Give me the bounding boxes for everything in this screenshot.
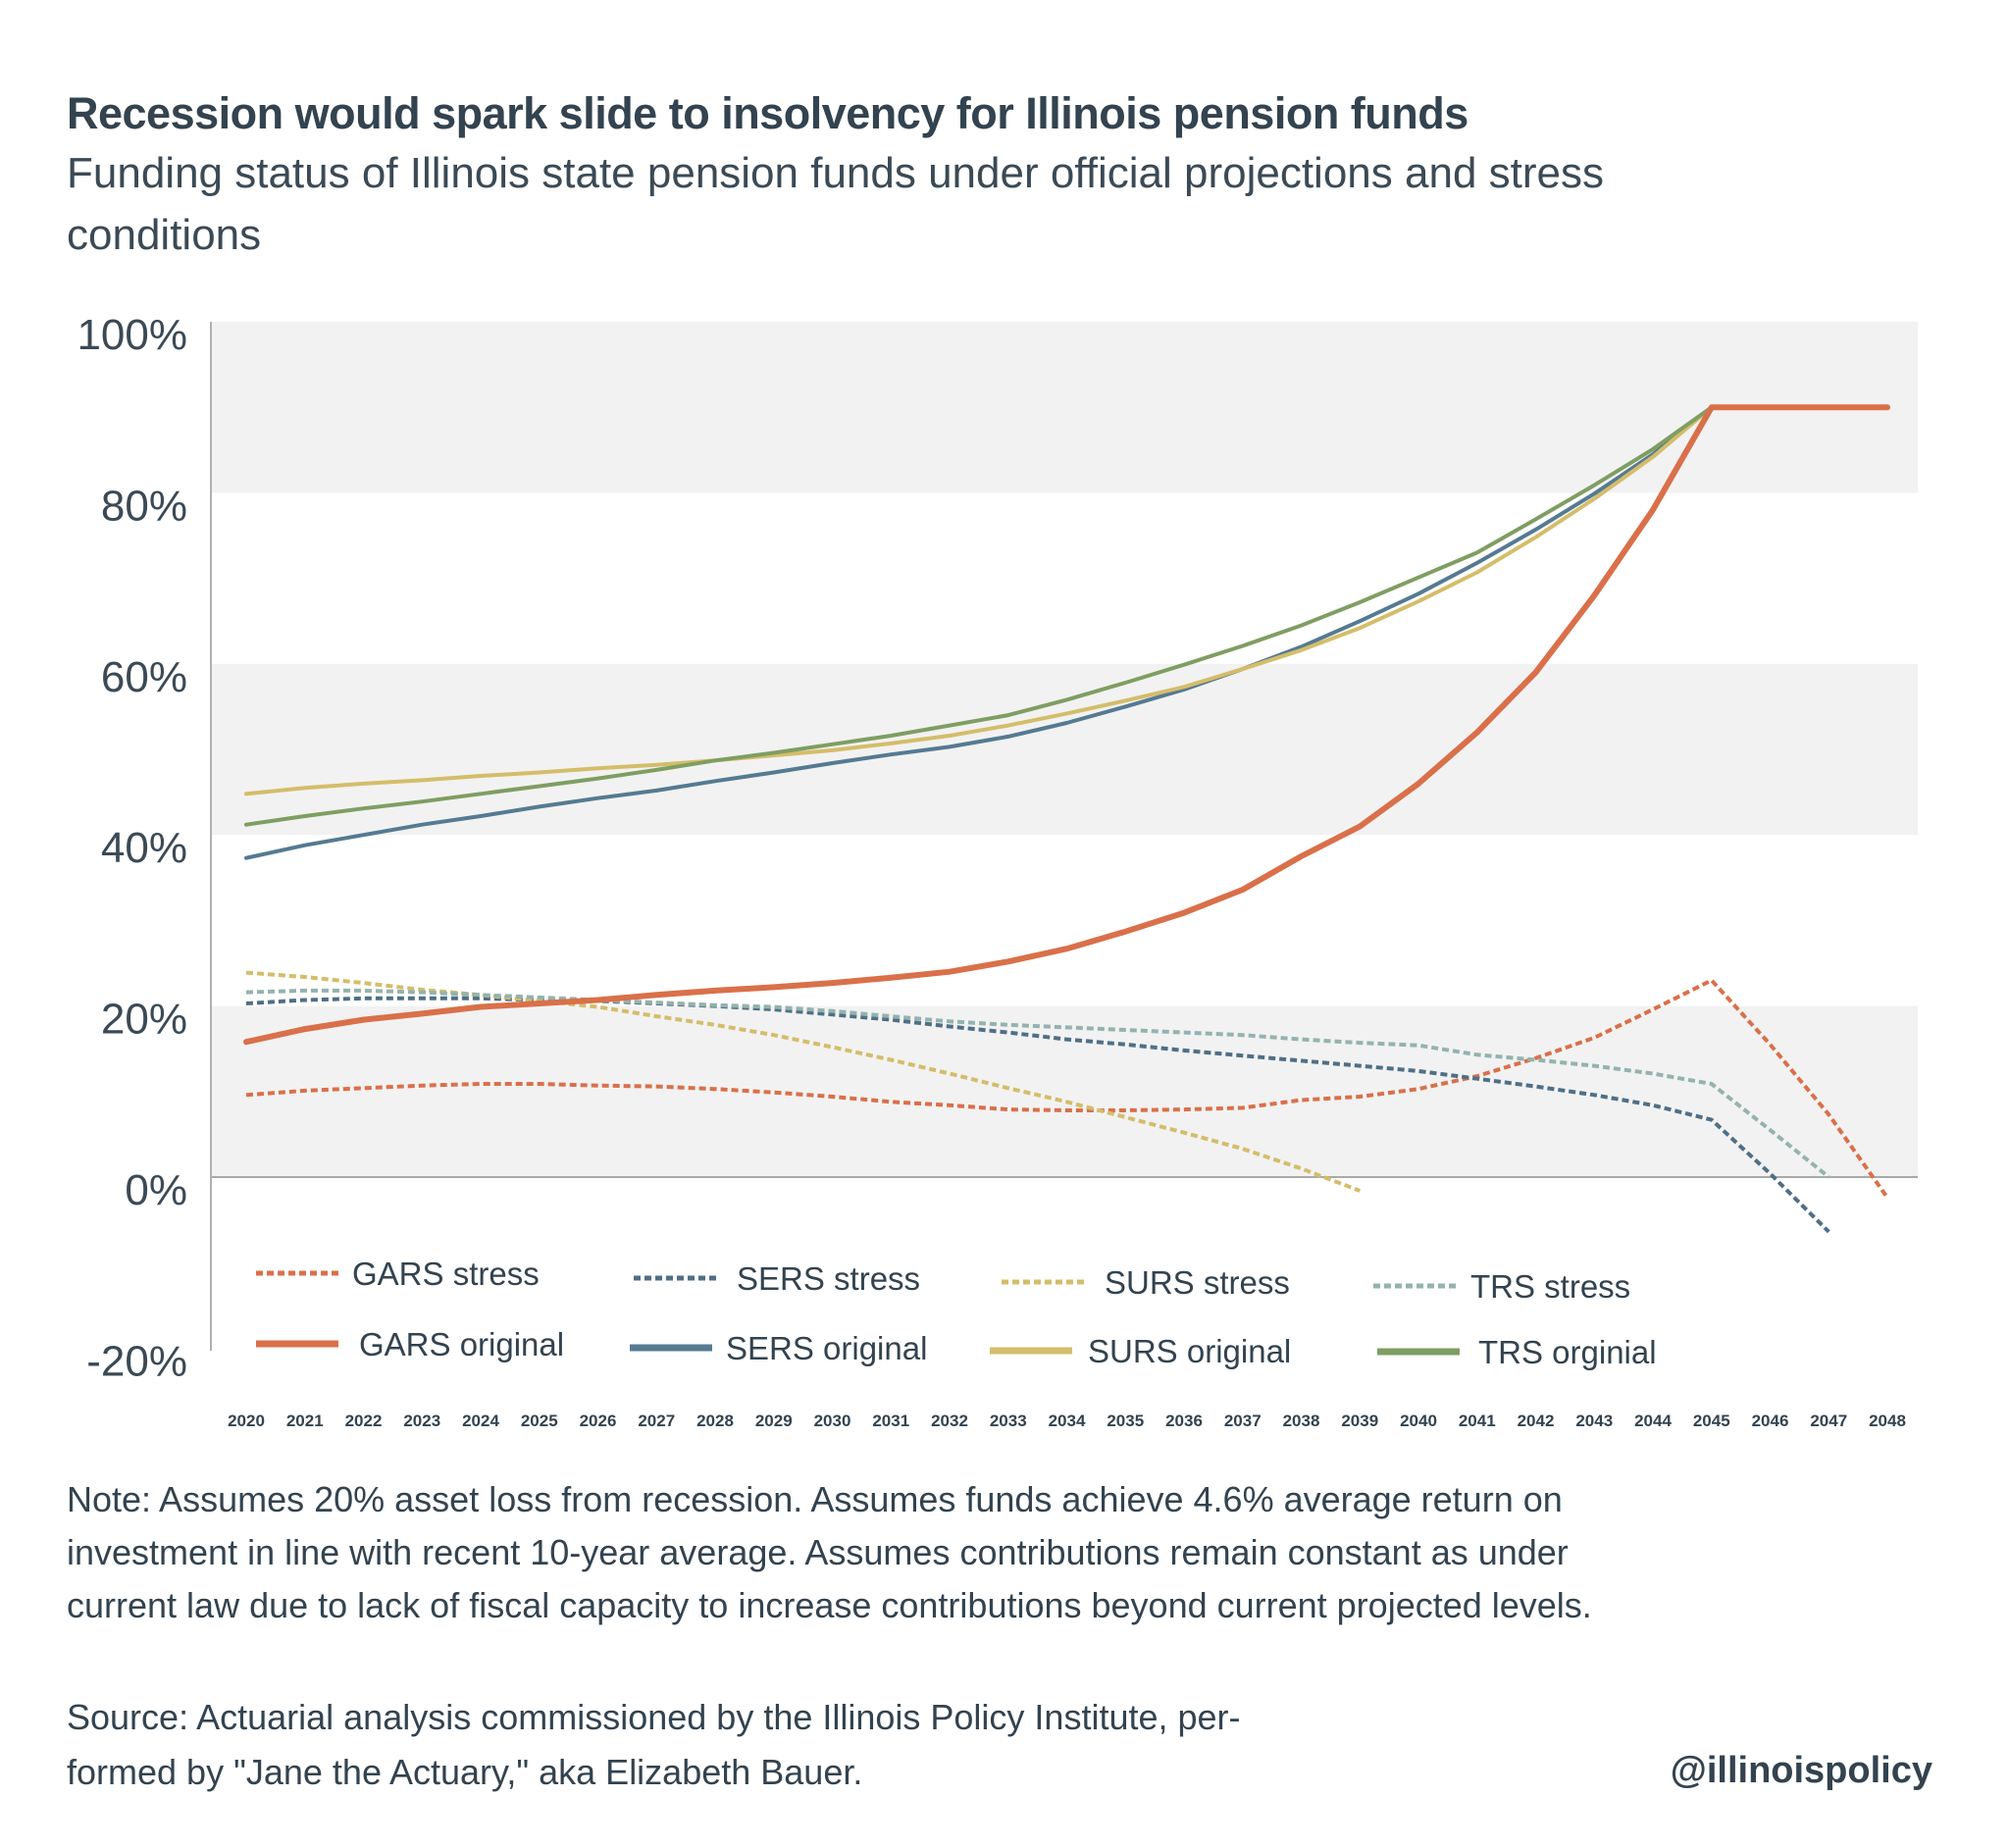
x-tick-label: 2020 (228, 1412, 265, 1430)
x-tick-label: 2029 (755, 1412, 793, 1430)
x-tick-label: 2031 (872, 1412, 909, 1430)
x-tick-label: 2044 (1634, 1412, 1672, 1430)
x-tick-label: 2040 (1400, 1412, 1437, 1430)
x-tick-label: 2043 (1575, 1412, 1613, 1430)
x-tick-label: 2028 (696, 1412, 734, 1430)
legend-label: TRS stress (1470, 1268, 1630, 1305)
social-handle: @illinoispolicy (1670, 1750, 1932, 1791)
series-line-surs-stress (245, 970, 1362, 1193)
chart-title: Recession would spark slide to insolvenc… (67, 88, 1468, 138)
x-tick-label: 2038 (1283, 1412, 1320, 1430)
legend-label: SURS stress (1105, 1264, 1290, 1301)
x-tick-label: 2030 (814, 1412, 851, 1430)
x-tick-label: 2042 (1518, 1412, 1555, 1430)
series-line-trs-orginial (244, 405, 1889, 827)
x-tick-label: 2041 (1459, 1412, 1496, 1430)
y-tick-label: 0% (125, 1166, 187, 1214)
x-tick-label: 2037 (1224, 1412, 1262, 1430)
source-line-1: Source: Actuarial analysis commissioned … (67, 1697, 1241, 1737)
legend-label: GARS stress (352, 1256, 540, 1292)
x-tick-label: 2025 (521, 1412, 558, 1430)
chart-subtitle-line-2: conditions (67, 211, 262, 259)
x-tick-label: 2024 (462, 1412, 499, 1430)
series-line-sers-original (244, 405, 1889, 860)
x-tick-label: 2021 (286, 1412, 324, 1430)
y-tick-label: 40% (101, 824, 187, 872)
y-tick-label: 60% (101, 653, 187, 701)
note-line-2: investment in line with recent 10-year a… (67, 1532, 1569, 1572)
legend-label: SURS original (1088, 1333, 1291, 1369)
series-line-trs-stress (245, 988, 1830, 1179)
legend-label: SERS stress (737, 1260, 920, 1297)
x-tick-label: 2032 (931, 1412, 968, 1430)
x-tick-label: 2047 (1810, 1412, 1847, 1430)
x-tick-label: 2023 (403, 1412, 440, 1430)
x-tick-label: 2036 (1165, 1412, 1203, 1430)
legend-label: TRS orginial (1478, 1334, 1657, 1370)
x-tick-label: 2034 (1049, 1412, 1086, 1430)
note-line-3: current law due to lack of fiscal capaci… (67, 1585, 1592, 1625)
y-tick-label: 100% (77, 311, 187, 359)
x-tick-label: 2045 (1693, 1412, 1730, 1430)
series-line-gars-stress (245, 978, 1889, 1200)
note-line-1: Note: Assumes 20% asset loss from recess… (67, 1479, 1563, 1519)
x-tick-label: 2026 (580, 1412, 617, 1430)
grid-band (211, 663, 1918, 836)
x-tick-label: 2048 (1869, 1412, 1906, 1430)
x-tick-label: 2033 (990, 1412, 1027, 1430)
y-tick-label: -20% (86, 1337, 187, 1385)
grid-band (211, 322, 1918, 493)
x-tick-label: 2022 (345, 1412, 383, 1430)
chart-subtitle-line-1: Funding status of Illinois state pension… (67, 149, 1604, 197)
grid-band (211, 1005, 1918, 1177)
legend-label: GARS original (359, 1326, 564, 1362)
x-tick-label: 2046 (1752, 1412, 1789, 1430)
y-tick-label: 20% (101, 996, 187, 1044)
line-chart: 100% 80% 60% 40% 20% 0% -20% 2020 2021 2022 2023 20… (77, 311, 1918, 1430)
y-tick-label: 80% (101, 482, 187, 530)
series-line-gars-original (243, 404, 1890, 1046)
x-tick-label: 2035 (1107, 1412, 1144, 1430)
source-line-2: formed by "Jane the Actuary," aka Elizab… (67, 1752, 863, 1792)
x-tick-label: 2027 (638, 1412, 675, 1430)
x-tick-label: 2039 (1341, 1412, 1378, 1430)
legend-label: SERS original (726, 1330, 927, 1366)
series-line-surs-original (244, 405, 1889, 796)
